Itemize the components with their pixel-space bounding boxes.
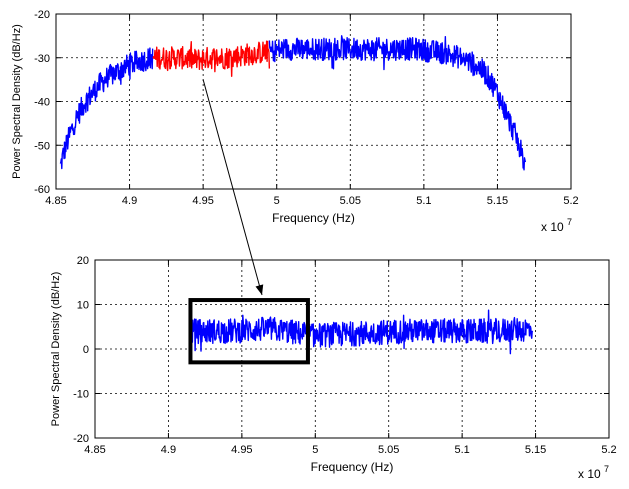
y-tick-label: -60 bbox=[34, 184, 50, 196]
annotation-overlay bbox=[188, 79, 310, 365]
y-tick-label: 0 bbox=[83, 344, 89, 356]
x-tick-label: 5.1 bbox=[416, 195, 431, 207]
bottom-chart-x-exponent-power: 7 bbox=[604, 464, 609, 474]
y-tick-label: -10 bbox=[73, 389, 89, 401]
x-tick-label: 5 bbox=[312, 444, 318, 456]
bottom-chart-x-exponent-base: x 10 bbox=[578, 467, 601, 481]
top-chart-grid bbox=[56, 14, 571, 189]
top-chart-x-exponent: x 10 7 bbox=[541, 217, 572, 234]
top-chart-x-exponent-power: 7 bbox=[567, 217, 572, 227]
y-tick-label: -50 bbox=[34, 140, 50, 152]
y-tick-label: -20 bbox=[34, 9, 50, 21]
x-tick-label: 4.95 bbox=[231, 444, 252, 456]
y-tick-label: -20 bbox=[73, 433, 89, 445]
top-psd-chart: 4.85 4.9 4.95 5 5.05 5.1 5.15 5.2 -20 -30 -40 -50 -6… bbox=[11, 9, 579, 234]
psd-trace-series-1 bbox=[152, 40, 271, 77]
top-chart-ticks: 4.85 4.9 4.95 5 5.05 5.1 5.15 5.2 -20 -30 -40 -50 -6… bbox=[34, 9, 579, 207]
y-tick-label: 20 bbox=[77, 255, 89, 267]
x-tick-label: 5.05 bbox=[340, 195, 361, 207]
top-chart-traces bbox=[59, 35, 527, 171]
psd-trace-series-0 bbox=[191, 309, 534, 355]
bottom-chart-x-axis-label: Frequency (Hz) bbox=[311, 460, 394, 474]
x-tick-label: 4.95 bbox=[192, 195, 213, 207]
y-tick-label: 10 bbox=[77, 300, 89, 312]
x-tick-label: 4.9 bbox=[161, 444, 176, 456]
x-tick-label: 4.85 bbox=[84, 444, 105, 456]
psd-trace-series-2 bbox=[268, 35, 527, 171]
zoom-region-box bbox=[188, 298, 310, 365]
psd-trace-series-0 bbox=[59, 47, 154, 170]
bottom-chart-ticks: 4.85 4.9 4.95 5 5.05 5.1 5.15 5.2 20 10 0 -10 -20 bbox=[73, 255, 617, 456]
x-tick-label: 5.15 bbox=[525, 444, 546, 456]
bottom-chart-y-axis-label: Power Spectral Density (dB/Hz) bbox=[50, 272, 62, 427]
bottom-chart-traces bbox=[191, 309, 534, 355]
top-chart-y-axis-label: Power Spectral Density (dB/Hz) bbox=[11, 24, 23, 179]
y-tick-label: -40 bbox=[34, 97, 50, 109]
x-tick-label: 5.05 bbox=[378, 444, 399, 456]
top-chart-axes-frame bbox=[55, 13, 572, 190]
zoom-arrow-line bbox=[202, 79, 263, 296]
x-tick-label: 5.1 bbox=[454, 444, 469, 456]
bottom-chart-x-exponent: x 10 7 bbox=[578, 464, 609, 481]
top-chart-x-axis-label: Frequency (Hz) bbox=[272, 211, 355, 225]
y-tick-label: -30 bbox=[34, 53, 50, 65]
x-tick-label: 5.2 bbox=[601, 444, 616, 456]
top-chart-x-exponent-base: x 10 bbox=[541, 220, 564, 234]
x-tick-label: 5.2 bbox=[563, 195, 578, 207]
x-tick-label: 4.85 bbox=[45, 195, 66, 207]
bottom-psd-chart: 4.85 4.9 4.95 5 5.05 5.1 5.15 5.2 20 10 0 -10 -20 Fr… bbox=[50, 255, 617, 481]
bottom-chart-grid bbox=[95, 260, 609, 438]
x-tick-label: 5 bbox=[274, 195, 280, 207]
x-tick-label: 5.15 bbox=[487, 195, 508, 207]
zoom-arrow-head bbox=[255, 284, 264, 296]
x-tick-label: 4.9 bbox=[122, 195, 137, 207]
